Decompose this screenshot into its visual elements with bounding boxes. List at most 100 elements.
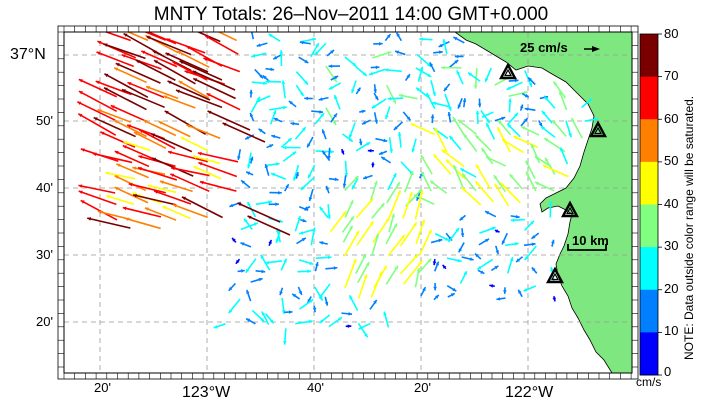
current-vector — [300, 176, 315, 191]
current-vector — [249, 112, 255, 122]
current-vector — [378, 150, 388, 156]
current-vector — [358, 138, 363, 146]
current-vector — [458, 242, 465, 253]
map-title: MNTY Totals: 26–Nov–2011 14:00 GMT+0.000 — [153, 4, 549, 25]
current-vector — [474, 134, 492, 152]
current-vector — [344, 175, 359, 192]
current-vector — [231, 237, 237, 243]
current-vector — [264, 163, 270, 176]
colorbar-tick-80: 80 — [664, 26, 679, 41]
current-vector — [237, 202, 281, 223]
current-vector — [329, 211, 347, 233]
current-vector — [505, 242, 519, 247]
current-vector — [299, 298, 314, 310]
current-vector — [474, 252, 482, 260]
current-vector — [328, 316, 343, 328]
current-vector — [270, 172, 287, 180]
current-vector — [387, 96, 404, 101]
current-vector — [481, 111, 494, 118]
current-vector — [457, 119, 478, 135]
current-vector — [124, 217, 161, 230]
current-vector — [295, 71, 309, 86]
current-vector — [288, 100, 297, 108]
current-vector — [344, 160, 349, 177]
current-vector — [298, 259, 314, 265]
current-vector — [344, 199, 354, 218]
current-vector — [544, 96, 556, 109]
current-vector — [372, 51, 392, 59]
current-vector — [250, 96, 261, 113]
current-vector — [113, 67, 147, 84]
scale-bar-label: 10 km — [572, 233, 609, 248]
current-vector — [524, 245, 537, 261]
current-vector — [524, 220, 535, 231]
current-vector — [237, 269, 245, 273]
current-vector — [315, 255, 332, 260]
colorbar-swatch — [640, 34, 658, 78]
current-vector — [411, 138, 417, 153]
current-vector — [280, 137, 293, 149]
current-vector — [281, 297, 286, 314]
current-vector — [372, 217, 390, 243]
colorbar-units: cm/s — [636, 375, 662, 389]
current-vector — [308, 189, 314, 202]
map-frame — [63, 31, 633, 374]
current-vector — [494, 183, 510, 207]
current-vector — [371, 98, 387, 109]
current-vector — [474, 180, 495, 203]
current-vector — [318, 96, 329, 101]
current-vector — [261, 311, 270, 326]
current-vector — [151, 157, 194, 177]
current-vector — [260, 254, 271, 271]
current-vector — [395, 32, 403, 42]
current-vector — [272, 53, 283, 60]
current-vector — [207, 110, 251, 131]
current-vector — [501, 232, 508, 245]
current-vector — [373, 41, 383, 46]
current-vector — [166, 38, 206, 54]
current-vector — [452, 116, 466, 136]
current-vector — [87, 217, 131, 229]
current-vector — [414, 190, 424, 220]
colorbar-swatch — [640, 204, 658, 248]
current-vector — [383, 311, 390, 328]
colorbar-swatch — [640, 332, 658, 376]
current-vector — [78, 184, 116, 194]
current-vector — [105, 171, 136, 180]
current-vector — [269, 105, 287, 111]
current-vector — [357, 274, 368, 299]
current-vector — [581, 98, 593, 109]
radar-stations — [498, 62, 608, 284]
current-vector — [447, 111, 452, 123]
current-vector — [421, 171, 432, 192]
current-vector — [138, 155, 176, 168]
current-vector — [269, 190, 282, 195]
current-vector — [294, 126, 307, 140]
current-vector — [342, 175, 347, 188]
reference-vector-head — [592, 46, 600, 52]
current-vector — [198, 161, 238, 178]
current-vector — [325, 185, 330, 194]
current-vector — [506, 81, 523, 91]
current-vector — [249, 156, 254, 164]
current-vector — [420, 154, 433, 175]
current-vector — [196, 32, 221, 43]
colorbar-swatch — [640, 119, 658, 163]
current-vector — [114, 186, 149, 204]
current-vector — [356, 220, 375, 246]
current-vector — [448, 227, 460, 243]
saturation-note: NOTE: Data outside color range will be s… — [682, 95, 696, 360]
current-vector — [114, 175, 147, 192]
current-vector — [537, 120, 543, 128]
current-vector — [384, 68, 402, 73]
current-vector — [525, 171, 537, 192]
current-vector — [461, 256, 474, 261]
current-vector — [235, 258, 241, 265]
current-vector — [327, 147, 331, 160]
radar-station-marker — [498, 62, 518, 80]
current-vector — [410, 122, 435, 136]
current-vector — [167, 150, 208, 163]
current-vector — [146, 32, 177, 45]
current-vector — [310, 227, 316, 246]
